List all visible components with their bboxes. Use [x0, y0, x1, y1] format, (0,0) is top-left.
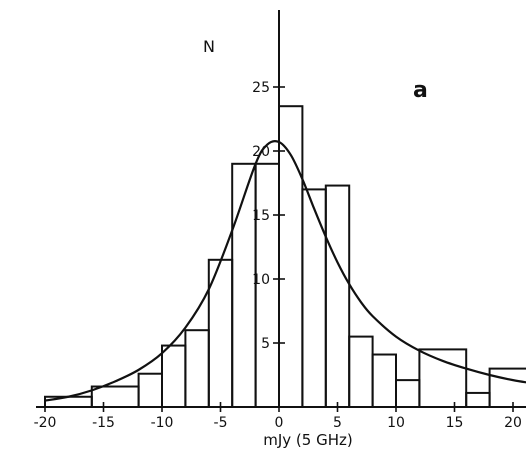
histogram-bar	[371, 353, 398, 408]
histogram-bar	[348, 335, 374, 409]
x-tick-label: -5	[214, 415, 228, 431]
histogram-bar	[90, 385, 140, 408]
x-tick-label: 15	[446, 415, 464, 431]
y-axis-label: N	[203, 37, 215, 56]
x-tick-label: -10	[151, 415, 174, 431]
panel-label: a	[413, 78, 428, 103]
histogram-bar	[418, 348, 468, 408]
histogram-bar	[488, 367, 526, 409]
histogram-bar	[161, 344, 187, 408]
histogram-bars	[44, 105, 526, 409]
x-tick-label: 20	[504, 415, 522, 431]
ticks: -20-15-10-50510152025510152025	[34, 80, 522, 431]
y-tick-label: 15	[252, 208, 270, 224]
histogram-bar	[395, 379, 421, 408]
y-tick-label: 10	[252, 272, 270, 288]
x-axis-label: mJy (5 GHz)	[263, 431, 352, 449]
histogram-bar	[465, 391, 491, 409]
x-tick-label: -20	[34, 415, 57, 431]
axes	[36, 10, 520, 408]
y-tick-label: 20	[252, 144, 270, 160]
histogram-bar	[301, 188, 327, 408]
histogram-bar	[44, 395, 93, 409]
fit-curve	[44, 140, 526, 402]
x-tick-label: -15	[92, 415, 115, 431]
x-tick-label: 5	[333, 415, 342, 431]
y-tick-label: 5	[261, 336, 270, 352]
fit-curve-layer	[44, 140, 526, 402]
y-tick-label: 25	[252, 80, 270, 96]
histogram-bar	[137, 372, 164, 408]
histogram-bar	[184, 329, 210, 409]
x-tick-label: 0	[275, 415, 284, 431]
x-tick-label: 10	[387, 415, 405, 431]
histogram-bar	[324, 184, 351, 408]
